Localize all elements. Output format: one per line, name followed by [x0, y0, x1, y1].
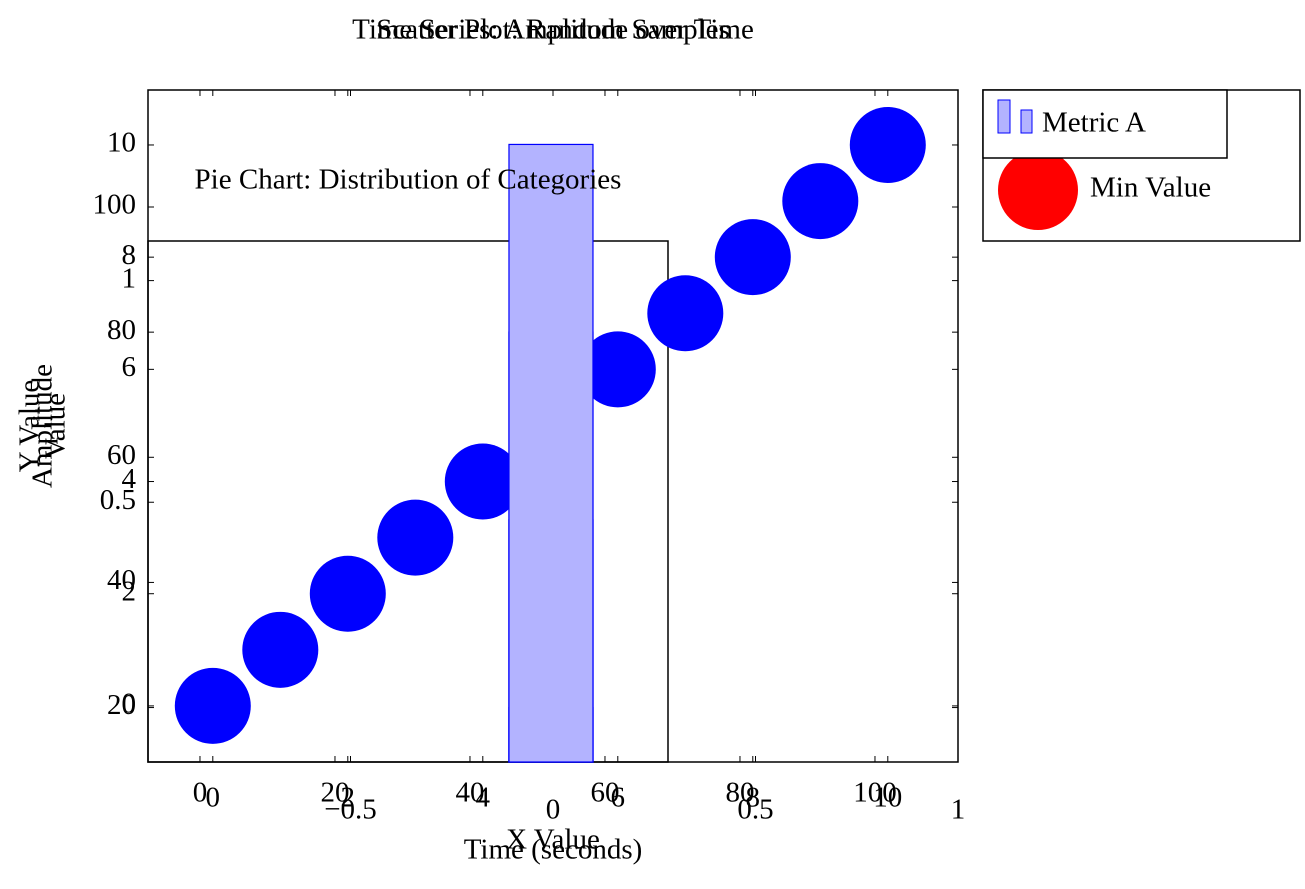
- x-tick-label: 40: [455, 777, 484, 809]
- marker: [782, 163, 859, 240]
- x-axis-label: X Value: [506, 824, 600, 856]
- x-tick-label: 80: [725, 777, 754, 809]
- y-tick-label: 0: [122, 688, 137, 720]
- y-axis-label: Y Value: [14, 380, 46, 473]
- x-tick-label: 0: [193, 777, 208, 809]
- marker: [714, 219, 791, 296]
- x-tick-label: 1: [951, 794, 966, 826]
- x-tick-label: 60: [590, 777, 619, 809]
- marker: [242, 611, 319, 688]
- chart-title: Scatter Plot: Random Samples: [376, 14, 730, 46]
- legend-label: Min Value: [1090, 172, 1211, 204]
- y-tick-label: 4: [122, 463, 137, 495]
- x-tick-label: −0.5: [324, 794, 377, 826]
- x-tick-label: 0: [546, 794, 561, 826]
- legend-swatch: [997, 99, 1011, 134]
- x-tick-label: 0: [206, 782, 221, 814]
- x-tick-label: 6: [611, 782, 626, 814]
- chart-title: Time Series: Amplitude over Time: [352, 14, 754, 46]
- x-tick-label: 4: [476, 782, 491, 814]
- x-tick-label: 20: [320, 777, 349, 809]
- x-tick-label: 10: [873, 782, 902, 814]
- x-tick-label: 8: [746, 782, 761, 814]
- legend-label: Metric A: [1042, 107, 1146, 139]
- y-tick-label: 10: [107, 127, 136, 159]
- y-tick-label: 100: [93, 189, 137, 221]
- marker: [309, 555, 386, 632]
- chart-title: Pie Chart: Distribution of Categories: [195, 164, 622, 196]
- x-axis-label: Time (seconds): [464, 834, 643, 866]
- y-tick-label: 20: [107, 689, 136, 721]
- y-tick-label: 0.5: [100, 484, 136, 516]
- y-tick-label: 60: [107, 439, 136, 471]
- y-tick-label: 2: [122, 575, 137, 607]
- y-tick-label: 80: [107, 314, 136, 346]
- marker: [579, 331, 656, 408]
- y-tick-label: 40: [107, 564, 136, 596]
- y-tick-label: 8: [122, 239, 137, 271]
- x-tick-label: 0.5: [737, 794, 773, 826]
- y-tick-label: 6: [122, 351, 137, 383]
- marker: [849, 106, 926, 183]
- bar: [508, 143, 594, 763]
- legend-marker: [998, 150, 1078, 230]
- x-tick-label: 100: [853, 777, 897, 809]
- x-tick-label: 2: [341, 782, 356, 814]
- pie-frame: [147, 240, 669, 763]
- marker: [174, 667, 251, 744]
- marker: [377, 499, 454, 576]
- y-tick-label: 1: [122, 262, 137, 294]
- marker: [647, 275, 724, 352]
- marker: [444, 443, 521, 520]
- legend-swatch: [1020, 109, 1033, 134]
- y-axis-label: Value: [40, 393, 72, 459]
- y-axis-label: Amplitude: [27, 364, 59, 488]
